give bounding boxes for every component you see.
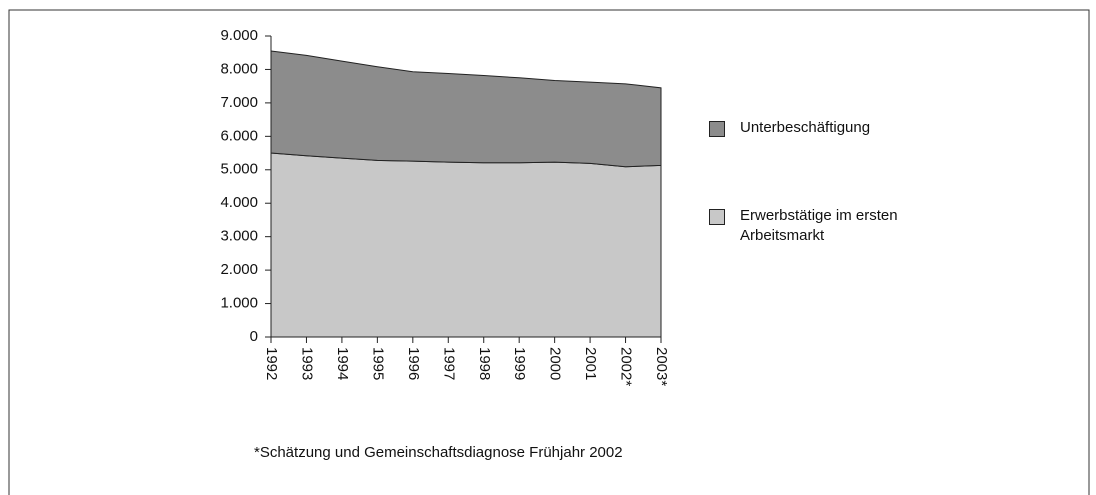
x-tick-label: 1994: [334, 347, 351, 380]
x-tick-label: 1999: [511, 347, 528, 380]
x-tick-label: 1998: [476, 347, 493, 380]
y-tick-label: 1.000: [220, 295, 258, 312]
y-tick-label: 8.000: [220, 60, 258, 77]
x-tick-label: 1995: [369, 347, 386, 380]
y-tick-label: 4.000: [220, 194, 258, 211]
area: [270, 152, 662, 338]
x-tick-label: 1997: [440, 347, 457, 380]
legend-swatch: [709, 121, 725, 137]
y-tick-label: 2.000: [220, 261, 258, 278]
x-tick-label: 2000: [547, 347, 564, 380]
y-tick-label: 6.000: [220, 127, 258, 144]
y-tick-label: 5.000: [220, 161, 258, 178]
y-tick-label: 9.000: [220, 27, 258, 44]
x-tick-label: 1993: [298, 347, 315, 380]
footnote: *Schätzung und Gemeinschaftsdiagnose Frü…: [254, 444, 623, 461]
y-tick-label: 7.000: [220, 94, 258, 111]
legend-label: Unterbeschäftigung: [740, 119, 871, 136]
x-tick-label: 2003*: [653, 347, 670, 386]
x-tick-label: 2001: [582, 347, 599, 380]
legend-swatch: [709, 209, 725, 225]
legend-label: Erwerbstätige im ersten Arbeitsmarkt: [740, 207, 898, 244]
frame: [8, 9, 1090, 495]
x-tick-label: 1996: [405, 347, 422, 380]
area: [270, 50, 662, 168]
y-tick-label: 0: [250, 328, 258, 345]
x-tick-label: 1992: [263, 347, 280, 380]
x-tick-label: 2002*: [618, 347, 635, 386]
y-tick-label: 3.000: [220, 228, 258, 245]
